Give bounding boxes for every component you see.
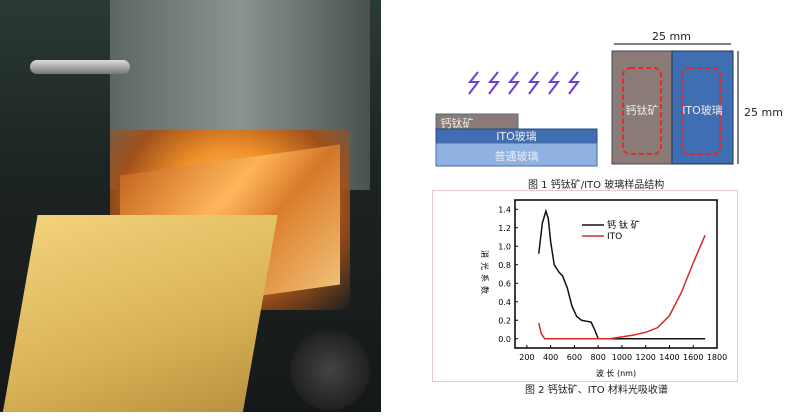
top-view-label: 钙钛矿	[625, 104, 659, 117]
y-tick-label: 1.2	[498, 224, 511, 233]
x-tick-label: 800	[591, 353, 606, 362]
sample-structure-diagram	[435, 43, 739, 167]
width-label: 25 mm	[652, 30, 691, 43]
light-bolts	[467, 71, 580, 95]
dashed-region	[681, 67, 721, 155]
y-tick-label: 0.2	[498, 316, 511, 325]
firebrick	[2, 215, 278, 412]
x-axis-label: 波 长 (nm)	[596, 368, 636, 378]
x-tick-label: 1400	[659, 353, 679, 362]
x-tick-label: 1000	[612, 353, 632, 362]
x-tick-label: 400	[543, 353, 558, 362]
rod	[30, 60, 130, 74]
chart-frame	[432, 190, 738, 382]
top-view-label: ITO玻璃	[682, 104, 723, 117]
x-tick-label: 1600	[683, 353, 703, 362]
legend-label: ITO	[607, 232, 622, 242]
height-label: 25 mm	[744, 106, 783, 119]
absorption-chart: 200 400 600 800 1000 1200 1400 1600 1800 0.0 0.2 0.…	[480, 199, 727, 378]
figure1-caption: 图 1 钙钛矿/ITO 玻璃样品结构	[528, 180, 665, 191]
figure2-caption: 图 2 钙钛矿、ITO 材料光吸收谱	[525, 385, 668, 396]
series-line	[538, 234, 706, 340]
x-tick-label: 200	[519, 353, 534, 362]
y-tick-label: 0.0	[498, 335, 511, 344]
layer-label: 普通玻璃	[494, 150, 539, 163]
knob	[290, 330, 370, 410]
furnace-photo	[0, 0, 381, 412]
layer-label: 钙钛矿	[440, 117, 474, 130]
y-tick-label: 1.0	[498, 242, 511, 251]
layer-label: ITO玻璃	[496, 130, 537, 143]
x-tick-label: 1800	[707, 353, 727, 362]
legend-label: 钙 钛 矿	[607, 219, 640, 231]
y-tick-label: 1.4	[498, 205, 511, 214]
y-tick-label: 0.6	[498, 279, 511, 288]
y-tick-label: 0.8	[498, 261, 511, 270]
x-tick-label: 600	[567, 353, 582, 362]
y-axis-label: 消光系数	[480, 250, 490, 298]
y-tick-label: 0.4	[498, 298, 511, 307]
plot-area	[514, 199, 718, 349]
x-tick-label: 1200	[636, 353, 656, 362]
series-line	[538, 208, 706, 340]
dashed-region	[622, 67, 662, 155]
glass-layer	[435, 142, 598, 167]
